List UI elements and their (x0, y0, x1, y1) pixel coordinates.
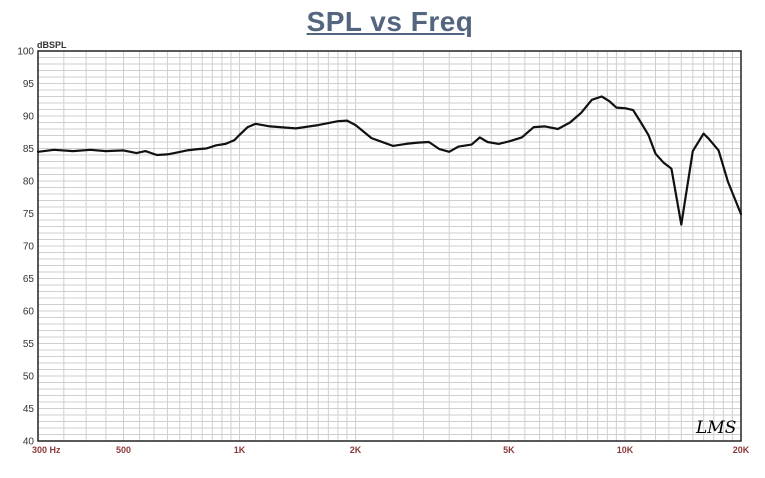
y-tick-label: 60 (23, 307, 35, 318)
lms-logo: LMS (695, 418, 736, 438)
x-axis-ticks: 300 Hz 500 1K 2K 5K 10K 20K (32, 445, 750, 455)
x-tick-label: 500 (116, 445, 131, 455)
chart-title: SPL vs Freq (306, 6, 474, 37)
y-tick-label: 65 (23, 274, 35, 285)
grid (37, 51, 741, 441)
y-tick-label: 55 (23, 339, 35, 350)
y-tick-label: 100 (17, 47, 34, 58)
y-axis-ticks: 40 45 50 55 60 65 70 75 80 85 90 95 100 (17, 47, 34, 448)
y-tick-label: 75 (23, 209, 35, 220)
y-tick-label: 45 (23, 404, 35, 415)
x-tick-label: 1K (234, 445, 246, 455)
y-tick-label: 40 (23, 437, 35, 448)
series-line-spl (36, 95, 743, 226)
y-tick-label: 85 (23, 144, 35, 155)
y-tick-label: 95 (23, 79, 35, 90)
y-tick-label: 80 (23, 177, 35, 188)
x-tick-label: 2K (350, 445, 362, 455)
lms-logo-text: LMS (695, 418, 736, 438)
y-tick-label: 70 (23, 242, 35, 253)
x-tick-label: 10K (617, 445, 634, 455)
x-tick-label: 20K (733, 445, 750, 455)
x-tick-label: 300 Hz (32, 445, 61, 455)
plot-frame (37, 50, 742, 442)
y-tick-label: 90 (23, 112, 35, 123)
y-tick-label: 50 (23, 372, 35, 383)
x-tick-label: 5K (503, 445, 515, 455)
y-axis-label: dBSPL (37, 40, 67, 50)
